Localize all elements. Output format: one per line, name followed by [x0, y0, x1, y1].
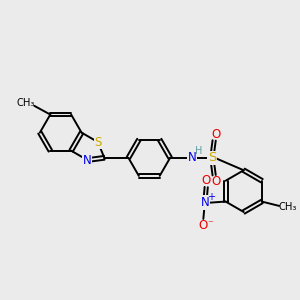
Text: H: H	[194, 146, 202, 156]
Text: O: O	[202, 174, 211, 187]
Text: S: S	[94, 136, 101, 148]
Text: S: S	[208, 151, 216, 164]
Text: N: N	[188, 151, 197, 164]
Text: CH₃: CH₃	[279, 202, 297, 212]
Text: N: N	[83, 154, 92, 166]
Text: ⁻: ⁻	[207, 219, 213, 229]
Text: O: O	[211, 175, 220, 188]
Text: +: +	[207, 192, 215, 202]
Text: O: O	[199, 219, 208, 232]
Text: CH₃: CH₃	[16, 98, 35, 108]
Text: O: O	[211, 128, 220, 141]
Text: N: N	[200, 196, 209, 209]
